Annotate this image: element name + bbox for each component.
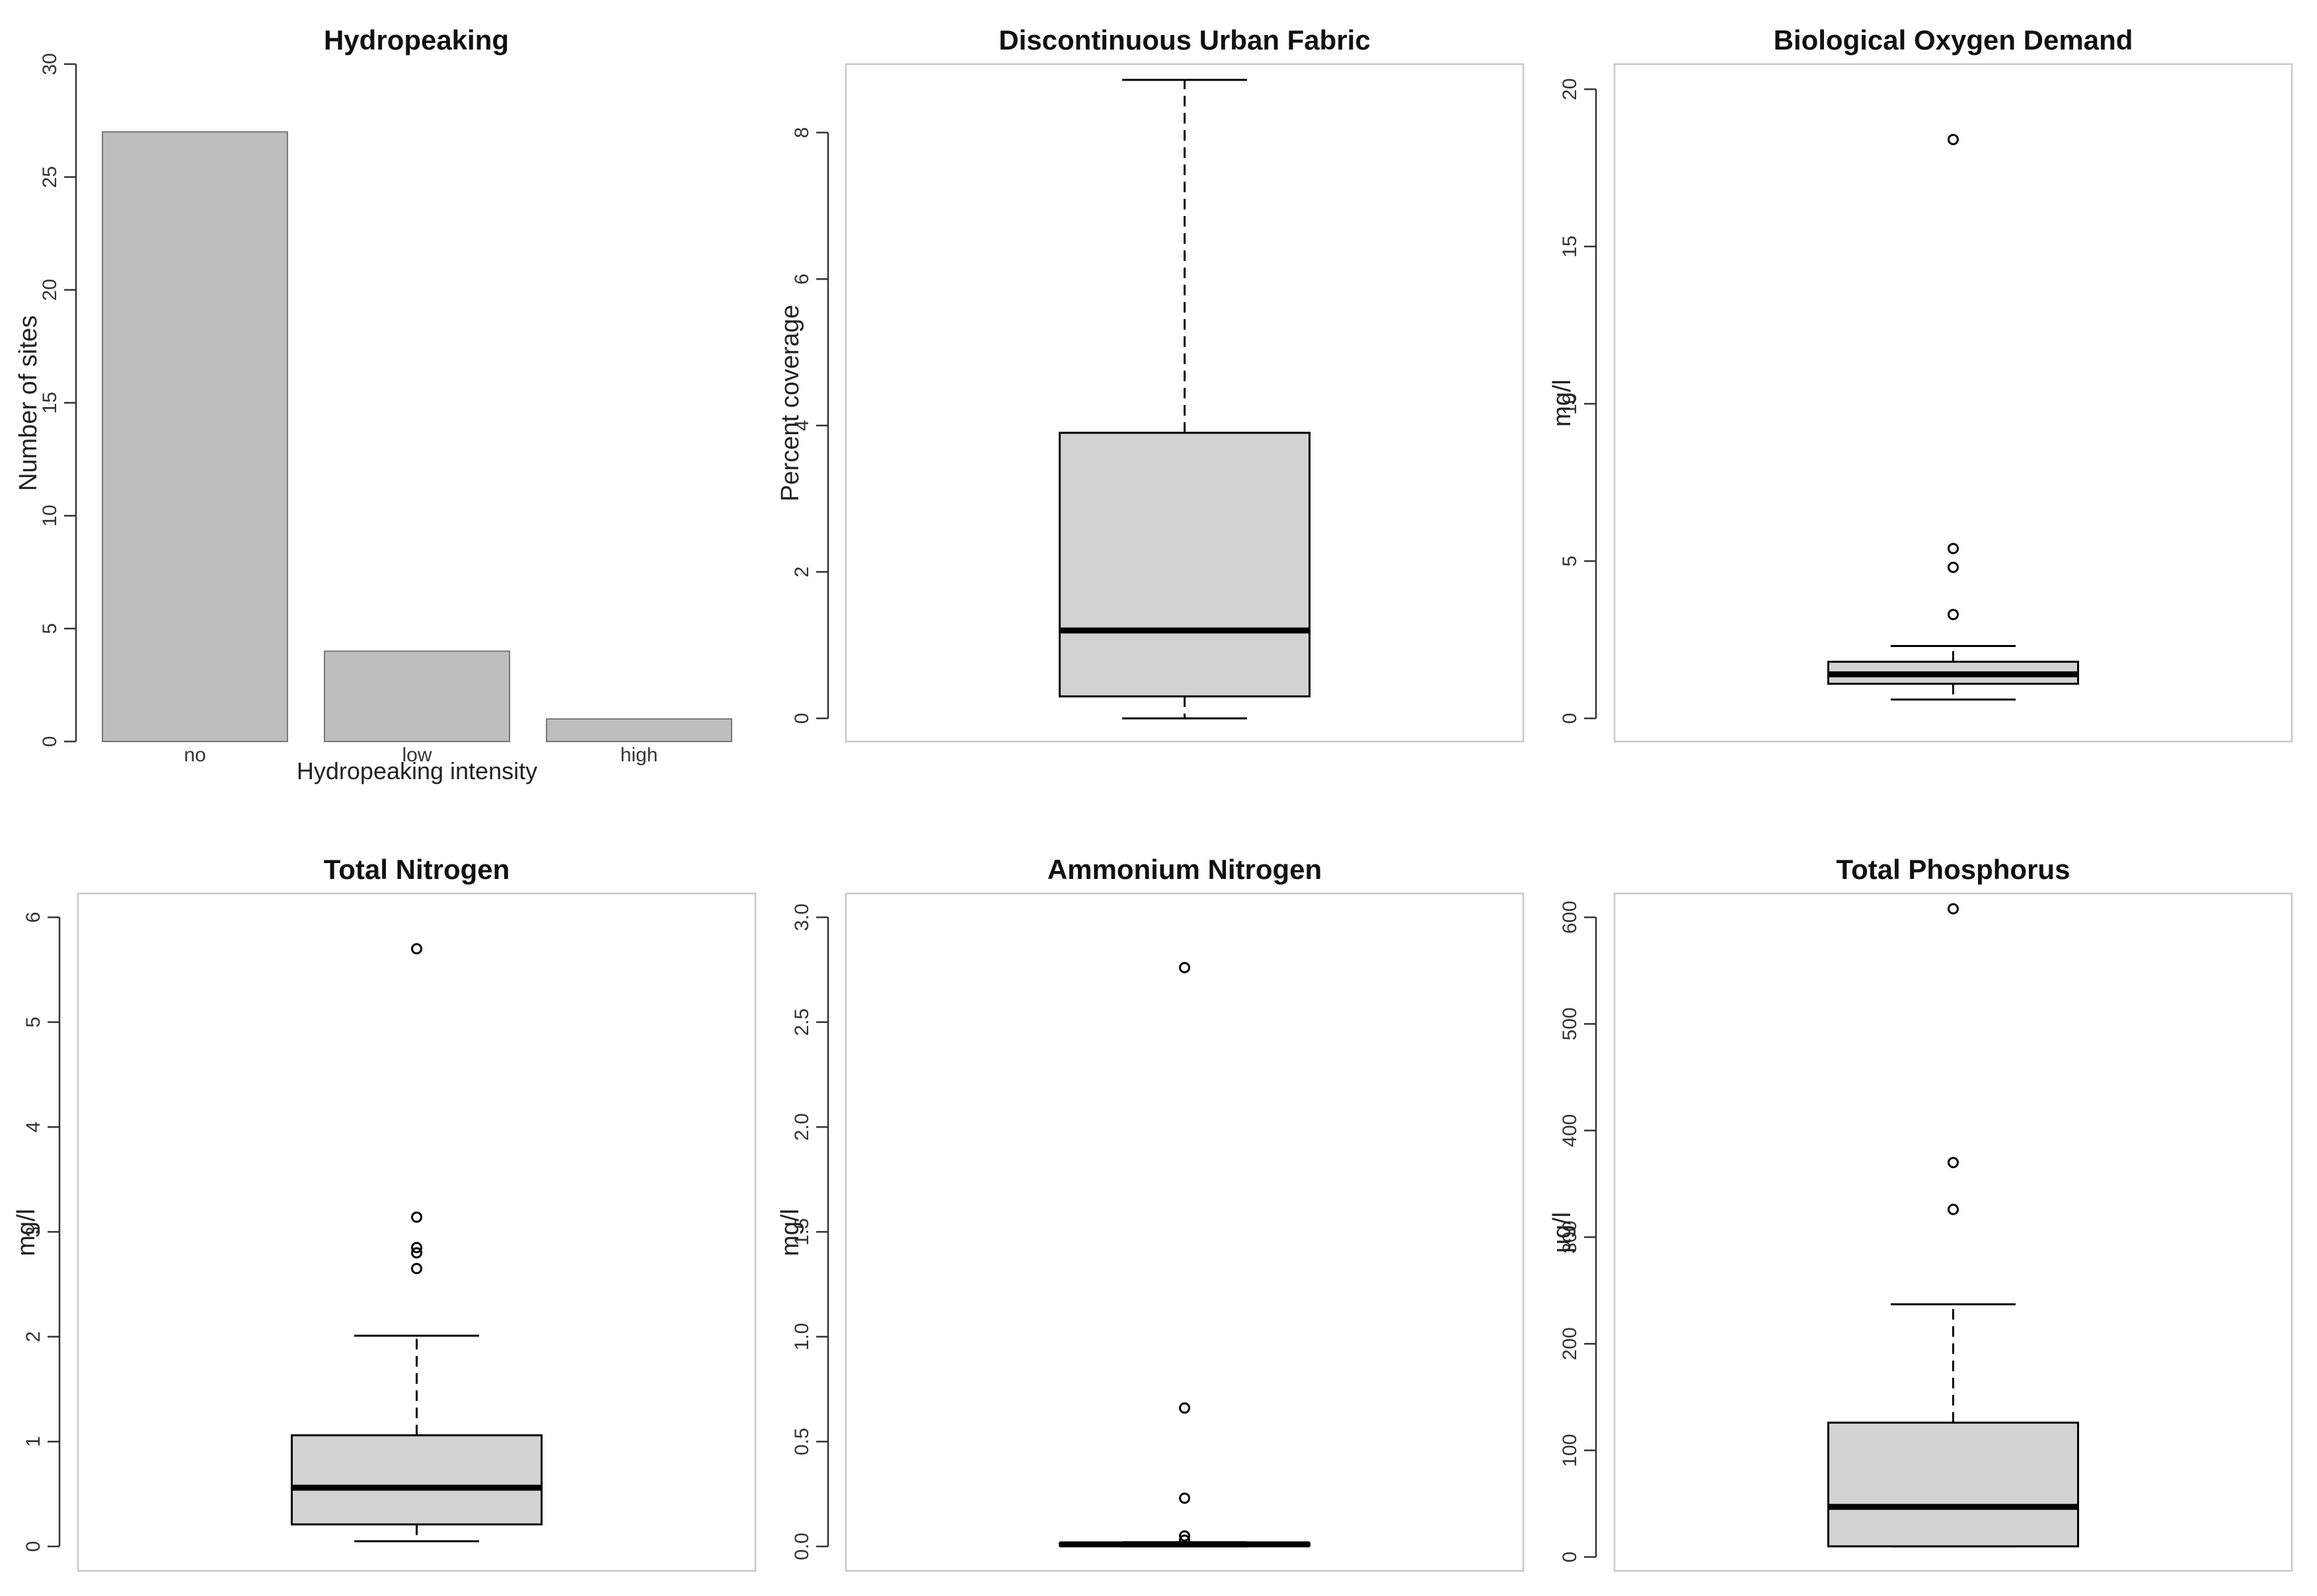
chart-title: Total Phosphorus [1837, 854, 2070, 885]
chart-title: Total Nitrogen [324, 854, 510, 885]
iqr-box [1059, 432, 1310, 698]
y-tick-label: 4 [791, 420, 813, 431]
outlier-point [1948, 562, 1959, 574]
y-tick-label: 0.0 [791, 1533, 813, 1560]
y-tick-label: 2 [22, 1331, 44, 1342]
outlier-point [1179, 962, 1190, 973]
y-tick-label: 1.0 [791, 1323, 813, 1351]
y-tick-label: 6 [791, 274, 813, 285]
chart-title: Hydropeaking [324, 24, 509, 56]
outlier-point [411, 1247, 422, 1259]
y-tick-label: 6 [22, 912, 44, 923]
x-category-label: no [184, 744, 206, 766]
chart-panel-4: Total Nitrogen 0 1 2 3 4 5 6 mg/l [13, 854, 757, 1572]
y-tick-label: 400 [1559, 1114, 1581, 1147]
outlier-point [1948, 543, 1959, 554]
y-tick-label: 500 [1559, 1007, 1581, 1040]
y-tick-label: 600 [1559, 901, 1581, 934]
y-axis-label: mg/l [777, 1209, 804, 1256]
chart-panel-1: Hydropeaking 0 5 10 15 20 25 30 Number of sites n… [15, 24, 732, 784]
y-tick-label: 30 [39, 53, 61, 75]
outlier-point [1179, 1402, 1190, 1414]
y-tick-label: 4 [22, 1121, 44, 1133]
y-tick-label: 5 [22, 1016, 44, 1028]
y-tick-label: 5 [39, 623, 61, 634]
chart-title: Discontinuous Urban Fabric [999, 24, 1370, 56]
y-tick-label: 8 [791, 127, 813, 138]
y-tick-label: 100 [1559, 1434, 1581, 1467]
y-tick-label: 0 [39, 736, 61, 747]
plot-frame [845, 892, 1525, 1572]
y-tick-label: 0 [1559, 713, 1581, 724]
y-tick-label: 10 [1559, 393, 1581, 414]
y-tick-label: 0 [791, 713, 813, 724]
plot-frame [1613, 892, 2293, 1572]
y-tick-label: 2 [791, 566, 813, 578]
outlier-point [1179, 1492, 1190, 1504]
iqr-box [291, 1434, 543, 1526]
x-axis-label: Hydropeaking intensity [297, 757, 537, 784]
y-tick-label: 20 [1559, 78, 1581, 100]
outlier-point [411, 1211, 422, 1223]
chart-panel-3: Biological Oxygen Demand 0 5 10 15 20 mg/l [1548, 24, 2293, 743]
outlier-point [411, 1242, 422, 1254]
y-axis-label: Percent coverage [777, 305, 804, 502]
x-category-label: high [621, 744, 658, 766]
y-tick-label: 1 [22, 1436, 44, 1447]
outlier-point [1948, 133, 1959, 145]
y-tick-label: 25 [39, 166, 61, 188]
y-axis-label: µg/l [1548, 1212, 1576, 1253]
y-tick-label: 300 [1559, 1221, 1581, 1254]
y-tick-label: 2.5 [791, 1008, 813, 1036]
bar-low [324, 650, 510, 742]
y-axis-label: Number of sites [15, 315, 42, 491]
y-tick-label: 2.0 [791, 1113, 813, 1141]
plot-frame [1613, 63, 2293, 743]
outlier-point [1948, 609, 1959, 621]
outlier-point [1948, 1203, 1959, 1215]
y-tick-label: 200 [1559, 1327, 1581, 1360]
y-tick-label: 15 [39, 392, 61, 414]
bar-high [546, 718, 732, 743]
y-axis-label: mg/l [1548, 379, 1576, 427]
outlier-point [411, 1263, 422, 1275]
y-tick-label: 20 [39, 279, 61, 301]
chart-panel-6: Total Phosphorus 0 100 200 300 400 500 600 µg/l [1548, 854, 2293, 1572]
chart-panel-2: Discontinuous Urban Fabric 0 2 4 6 8 Percent c… [777, 24, 1525, 743]
outlier-point [1948, 1157, 1959, 1168]
chart-panel-5: Ammonium Nitrogen 0.0 0.5 1.0 1.5 2.0 2.5 3.0 mg… [777, 854, 1525, 1572]
outlier-point [1179, 1530, 1190, 1542]
chart-title: Ammonium Nitrogen [1047, 854, 1322, 885]
outlier-point [1179, 1534, 1190, 1546]
y-tick-label: 1.5 [791, 1218, 813, 1246]
outlier-point [1948, 903, 1959, 915]
y-tick-label: 0 [1559, 1552, 1581, 1563]
plot-frame [77, 892, 757, 1572]
y-tick-label: 3.0 [791, 903, 813, 931]
plot-frame [845, 63, 1525, 743]
bar-no [102, 131, 288, 742]
x-category-label: low [402, 744, 432, 766]
y-tick-label: 10 [39, 505, 61, 527]
chart-title: Biological Oxygen Demand [1774, 24, 2133, 56]
y-tick-label: 3 [22, 1227, 44, 1238]
y-tick-label: 5 [1559, 556, 1581, 567]
outlier-point [411, 943, 422, 955]
y-tick-label: 15 [1559, 235, 1581, 257]
y-tick-label: 0.5 [791, 1427, 813, 1455]
y-axis-label: mg/l [13, 1209, 40, 1256]
y-tick-label: 0 [22, 1541, 44, 1552]
iqr-box [1827, 1422, 2079, 1548]
